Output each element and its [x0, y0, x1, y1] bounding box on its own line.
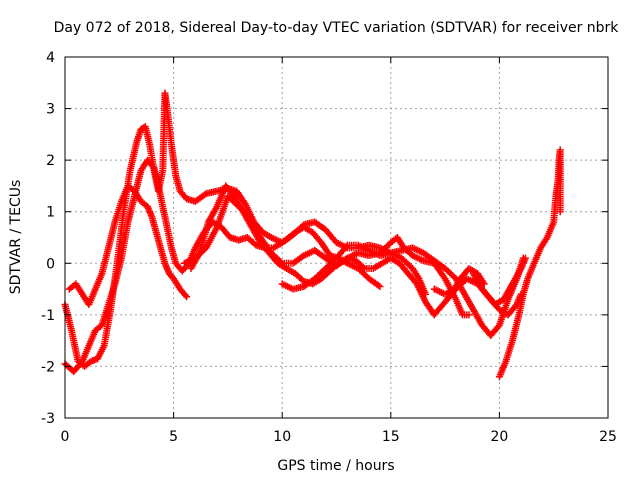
gridlines — [65, 57, 608, 418]
x-tick-label: 5 — [169, 429, 178, 445]
data-point-marker — [359, 263, 367, 271]
x-tick-label: 15 — [382, 429, 400, 445]
y-tick-label: 3 — [46, 102, 55, 118]
data-point-marker — [465, 311, 473, 319]
y-tick-label: 1 — [46, 205, 55, 221]
data-point-marker — [556, 208, 564, 216]
plot-frame — [64, 56, 609, 419]
x-axis-ticks: 0 5 10 15 20 25 — [61, 57, 617, 445]
data-point-marker — [181, 291, 189, 299]
series-arc-8 — [469, 270, 525, 319]
y-tick-label: -1 — [41, 308, 55, 324]
x-tick-label: 0 — [61, 429, 70, 445]
y-tick-label: 2 — [46, 153, 55, 169]
y-tick-label: 4 — [46, 50, 55, 66]
data-points — [61, 89, 564, 381]
series-arc-3 — [65, 182, 191, 309]
data-point-marker — [521, 254, 529, 262]
y-tick-label: 0 — [46, 256, 55, 272]
data-point-marker — [183, 293, 191, 301]
chart-title: Day 072 of 2018, Sidereal Day-to-day VTE… — [54, 20, 620, 36]
data-point-marker — [376, 282, 384, 290]
x-tick-label: 25 — [599, 429, 617, 445]
series-arc-5 — [187, 182, 488, 319]
series-arc-1 — [61, 89, 430, 370]
x-tick-label: 20 — [490, 429, 508, 445]
x-axis-label: GPS time / hours — [277, 458, 394, 474]
y-tick-label: -3 — [41, 411, 55, 427]
series-arc-9 — [495, 146, 564, 381]
x-tick-label: 10 — [273, 429, 291, 445]
y-tick-label: -2 — [41, 359, 55, 375]
y-axis-label: SDTVAR / TECUs — [8, 180, 24, 295]
data-point-marker — [374, 281, 382, 289]
data-point-marker — [201, 191, 209, 199]
y-axis-ticks: -3 -2 -1 0 1 2 3 4 — [41, 50, 608, 427]
data-point-marker — [149, 162, 157, 170]
